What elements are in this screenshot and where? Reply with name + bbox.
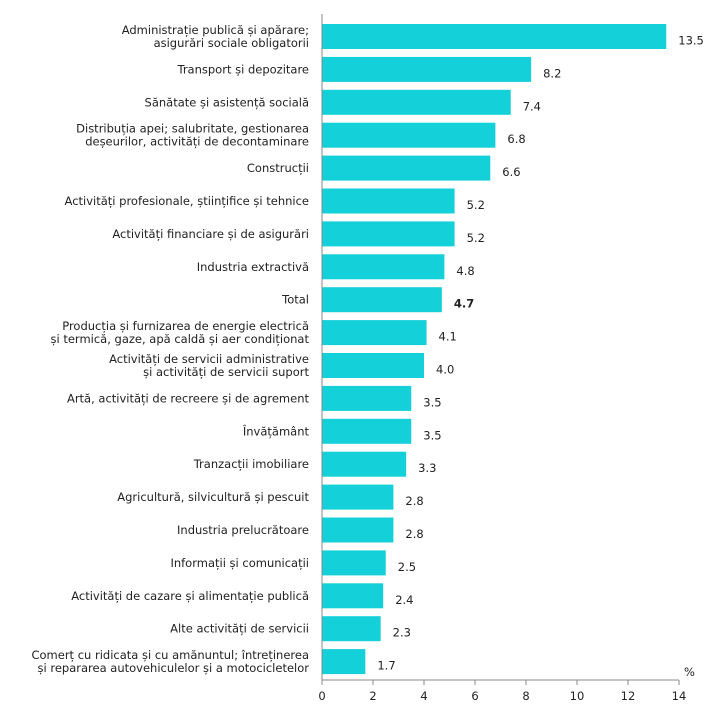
category-label: Alte activități de servicii: [170, 622, 309, 636]
value-label: 4.1: [439, 330, 457, 344]
x-tick-label: 4: [420, 689, 427, 703]
category-label: Sănătate și asistență socială: [145, 95, 309, 109]
bar: [322, 353, 424, 378]
bar: [322, 616, 381, 642]
bar: [322, 24, 667, 49]
value-label: 2.5: [398, 560, 416, 574]
value-label: 3.3: [418, 461, 436, 475]
category-label: Activități de servicii administrative și …: [109, 352, 309, 379]
bar: [322, 188, 455, 214]
category-label: Comerț cu ridicata și cu amănuntul; într…: [31, 648, 309, 675]
bar: [322, 649, 366, 675]
x-tick-label: 6: [471, 689, 478, 703]
value-label: 7.4: [523, 99, 541, 113]
category-label: Învățământ: [242, 423, 310, 438]
value-label: 3.5: [423, 395, 441, 409]
bar: [322, 451, 407, 477]
bar: [322, 155, 491, 181]
bar: [322, 122, 496, 148]
category-label: Activități de cazare și alimentație publ…: [71, 589, 309, 603]
value-label: 2.8: [405, 494, 423, 508]
value-label: 2.3: [393, 626, 411, 640]
category-label: Industria prelucrătoare: [177, 523, 309, 537]
x-axis-unit-label: %: [684, 665, 695, 679]
category-label: Tranzacții imobiliare: [193, 457, 309, 471]
x-tick-label: 14: [672, 689, 687, 703]
bar: [322, 56, 532, 82]
value-label: 5.2: [467, 231, 485, 245]
value-label: 5.2: [467, 198, 485, 212]
x-ticks-group: 0 2 4 6 8 10 12 14: [318, 680, 686, 703]
category-label: Total: [281, 293, 309, 307]
category-label: Activități profesionale, științifice și …: [65, 194, 309, 208]
value-label: 3.5: [423, 428, 441, 442]
value-label: 6.8: [507, 132, 525, 146]
value-label: 6.6: [502, 165, 520, 179]
value-label: 13.5: [678, 34, 704, 48]
value-label: 2.4: [395, 593, 413, 607]
x-tick-label: 2: [369, 689, 376, 703]
value-label: 4.7: [454, 297, 474, 311]
bar: [322, 320, 427, 346]
bar: [322, 418, 412, 444]
category-label: Construcții: [247, 161, 309, 175]
bar: [322, 550, 386, 576]
category-label: Informații și comunicații: [170, 556, 309, 570]
category-label: Transport și depozitare: [176, 62, 309, 76]
x-tick-label: 0: [318, 689, 325, 703]
category-label: Distribuția apei; salubritate, gestionar…: [76, 122, 309, 149]
bar: [322, 484, 394, 510]
category-label: Activități financiare și de asigurări: [112, 227, 309, 241]
bar: [322, 254, 445, 280]
x-tick-label: 8: [522, 689, 529, 703]
value-label: 2.8: [405, 527, 423, 541]
category-label: Administrație publică și apărare; asigură…: [122, 23, 309, 50]
category-labels-group: Administrație publică și apărare; asigură…: [31, 23, 309, 675]
value-label: 8.2: [543, 66, 561, 80]
value-label: 4.8: [456, 264, 474, 278]
category-label: Agricultură, silvicultură și pescuit: [117, 490, 309, 504]
category-label: Industria extractivă: [197, 260, 309, 274]
bar: [322, 89, 511, 115]
x-tick-label: 12: [621, 689, 636, 703]
bar: [322, 287, 442, 313]
bars-group: [322, 24, 667, 675]
x-tick-label: 10: [570, 689, 585, 703]
category-label: Artă, activități de recreere și de agrem…: [67, 391, 310, 405]
bar: [322, 583, 384, 609]
value-label: 1.7: [377, 659, 395, 673]
bar: [322, 385, 412, 411]
category-label: Producția și furnizarea de energie elect…: [51, 319, 310, 346]
value-label: 4.0: [436, 363, 454, 377]
value-labels-group: 13.5 8.2 7.4 6.8 6.6 5.2 5.2 4.8 4.7 4.1 4.0 3.5 3.5…: [377, 34, 704, 673]
bar: [322, 221, 455, 247]
bar: [322, 517, 394, 543]
